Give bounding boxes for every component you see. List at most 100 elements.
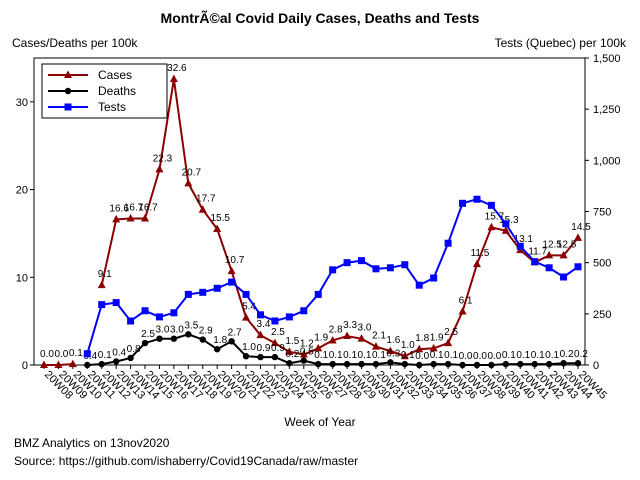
cases-point — [68, 359, 77, 368]
deaths-point — [531, 360, 538, 368]
cases-data-label: 6.1 — [459, 295, 473, 306]
cases-data-label: 20.7 — [182, 167, 202, 178]
deaths-data-label: 0.1 — [531, 350, 545, 361]
cases-point — [545, 250, 554, 259]
tests-point — [372, 265, 380, 273]
deaths-data-label: 0.1 — [358, 350, 372, 361]
deaths-point — [502, 360, 510, 368]
cases-data-label: 13.1 — [514, 234, 534, 245]
right-axis-title: Tests (Quebec) per 100k — [494, 36, 626, 50]
deaths-data-label: 0.2 — [285, 349, 299, 360]
deaths-point — [127, 354, 134, 362]
cases-data-label: 0.0 — [54, 349, 68, 360]
cases-data-label: 10.7 — [225, 255, 245, 266]
tests-point — [531, 258, 539, 266]
cases-data-label: 3.0 — [358, 323, 372, 334]
cases-point — [444, 338, 453, 347]
cases-data-label: 17.7 — [196, 194, 216, 205]
deaths-point — [574, 360, 582, 367]
deaths-point — [242, 353, 250, 360]
cases-data-label: 1.6 — [386, 335, 400, 346]
deaths-data-label: 0.1 — [98, 350, 112, 361]
cases-point — [97, 280, 106, 289]
cases-point — [472, 259, 481, 268]
cases-point — [458, 306, 467, 315]
deaths-point — [517, 360, 524, 368]
cases-data-label: 2.8 — [329, 324, 343, 335]
tests-point — [415, 281, 423, 289]
legend-marker-deaths — [64, 87, 72, 95]
cases-point — [213, 224, 222, 233]
cases-point — [574, 233, 582, 241]
cases-point — [386, 346, 395, 354]
tests-point — [141, 307, 149, 315]
deaths-data-label: 0.2 — [574, 349, 588, 360]
cases-data-label: 15.7 — [485, 211, 505, 222]
deaths-data-label: 0.1 — [516, 350, 530, 361]
cases-point — [54, 360, 63, 368]
deaths-point — [228, 338, 235, 345]
deaths-data-label: 2.5 — [141, 329, 155, 340]
cases-point — [487, 222, 496, 231]
cases-point — [328, 335, 337, 344]
footnote-source: Source: https://github.com/ishaberry/Cov… — [14, 454, 359, 468]
chart-title: MontrÃ©al Covid Daily Cases, Deaths and … — [160, 10, 480, 26]
cases-data-label: 1.9 — [314, 332, 328, 343]
cases-point — [141, 214, 150, 222]
deaths-data-label: 3.5 — [184, 320, 198, 331]
cases-data-label: 3.4 — [257, 319, 271, 330]
y-right-tick-label: 750 — [593, 207, 611, 219]
cases-point — [112, 214, 121, 223]
deaths-data-label: 0.0 — [473, 351, 487, 362]
deaths-data-label: 3.0 — [170, 325, 184, 336]
tests-point — [516, 242, 524, 250]
deaths-point — [257, 353, 264, 361]
tests-point — [329, 266, 337, 274]
tests-point — [487, 201, 495, 209]
deaths-point — [315, 360, 322, 368]
cases-data-label: 9.1 — [98, 269, 112, 280]
tests-point — [343, 259, 351, 267]
cases-data-label: 2.5 — [444, 327, 458, 338]
tests-point — [574, 263, 582, 271]
cases-data-label: 1.9 — [430, 332, 444, 343]
cases-point — [227, 266, 236, 275]
y-right-tick-label: 500 — [593, 258, 611, 270]
deaths-data-label: 0.8 — [127, 344, 141, 355]
deaths-point — [416, 361, 423, 369]
y-right-tick-label: 1,000 — [593, 155, 621, 167]
cases-point — [314, 343, 323, 352]
cases-point — [343, 331, 352, 340]
cases-point — [415, 344, 424, 353]
tests-point — [112, 299, 120, 307]
deaths-point — [372, 360, 380, 368]
deaths-data-label: 0.1 — [545, 350, 559, 361]
tests-point — [459, 199, 467, 207]
cases-data-label: 0.1 — [69, 348, 83, 359]
deaths-data-label: 0.3 — [386, 348, 400, 359]
cases-data-label: 16.6 — [109, 203, 129, 214]
cases-data-label: 0.0 — [40, 349, 54, 360]
deaths-point — [545, 360, 553, 368]
deaths-point — [156, 335, 163, 342]
y-left-tick-label: 0 — [22, 360, 28, 372]
cases-point — [270, 338, 279, 347]
footnote-credit: BMZ Analytics on 13nov2020 — [14, 436, 170, 450]
deaths-data-label: 0.0 — [415, 351, 429, 362]
y-left-tick-label: 10 — [16, 272, 28, 284]
cases-point — [40, 360, 48, 368]
cases-data-label: 11.5 — [471, 248, 490, 259]
deaths-data-label: 0.2 — [560, 349, 574, 360]
tests-point — [473, 195, 481, 203]
tests-point — [184, 290, 192, 298]
deaths-point — [343, 360, 351, 368]
deaths-point — [213, 346, 221, 353]
y-left-tick-label: 30 — [16, 97, 28, 109]
y-right-tick-label: 1,250 — [593, 104, 621, 116]
tests-point — [155, 313, 163, 321]
tests-point — [401, 261, 409, 269]
cases-data-label: 2.1 — [372, 331, 386, 342]
deaths-point — [401, 360, 409, 368]
deaths-point — [286, 360, 293, 367]
deaths-point — [358, 360, 365, 368]
